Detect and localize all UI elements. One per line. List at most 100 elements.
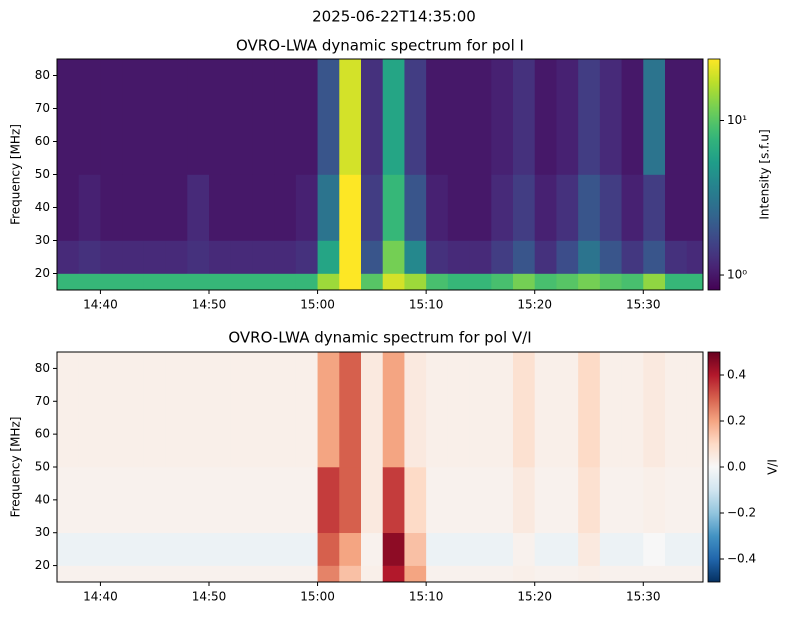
cell xyxy=(295,240,319,274)
cell xyxy=(122,273,145,290)
cell xyxy=(339,174,362,241)
cell xyxy=(165,59,188,175)
heatmap xyxy=(57,59,703,290)
cell xyxy=(122,174,145,241)
cell xyxy=(361,59,384,175)
cell xyxy=(578,273,601,290)
cell xyxy=(78,240,101,274)
y-axis-label: Frequency [MHz] xyxy=(9,124,23,225)
y-tick-label: 40 xyxy=(35,200,50,214)
cell xyxy=(404,565,427,582)
cell xyxy=(187,467,210,534)
cell xyxy=(426,467,449,534)
cell xyxy=(643,532,666,566)
cell xyxy=(143,467,167,534)
cell xyxy=(122,352,145,468)
x-tick-label: 14:40 xyxy=(83,590,118,604)
cell xyxy=(100,467,123,534)
y-tick-label: 20 xyxy=(35,558,50,572)
cell xyxy=(404,352,427,468)
cell xyxy=(469,532,492,566)
cell xyxy=(382,273,405,290)
cell xyxy=(534,273,557,290)
cell xyxy=(187,174,210,241)
cell xyxy=(57,565,80,582)
cell xyxy=(643,174,666,241)
cell xyxy=(143,532,167,566)
cell xyxy=(643,352,666,468)
cell xyxy=(578,240,601,274)
cell xyxy=(143,565,167,582)
y-tick-label: 20 xyxy=(35,266,50,280)
cell xyxy=(165,240,188,274)
cell xyxy=(469,352,492,468)
cell xyxy=(513,240,536,274)
cell xyxy=(57,352,80,468)
cell xyxy=(599,565,623,582)
cell xyxy=(317,174,340,241)
cell xyxy=(426,273,449,290)
cell xyxy=(621,467,644,534)
colorbar-tick-label: −0.4 xyxy=(727,552,756,566)
cell xyxy=(339,467,362,534)
cell xyxy=(447,352,471,468)
cell xyxy=(447,532,471,566)
cell xyxy=(122,532,145,566)
cell xyxy=(686,59,703,175)
cell xyxy=(209,467,232,534)
colorbar-tick-label: 10¹ xyxy=(727,113,747,127)
cell xyxy=(78,273,101,290)
cell xyxy=(426,352,449,468)
cell xyxy=(230,273,253,290)
cell xyxy=(230,467,253,534)
cell xyxy=(187,532,210,566)
cell xyxy=(339,240,362,274)
cell xyxy=(491,352,514,468)
cell xyxy=(339,352,362,468)
cell xyxy=(339,565,362,582)
cell xyxy=(556,273,579,290)
cell xyxy=(447,565,471,582)
cell xyxy=(534,240,557,274)
cell xyxy=(404,532,427,566)
cell xyxy=(599,273,623,290)
colorbar-label: V/I xyxy=(766,459,780,475)
x-tick-label: 14:40 xyxy=(83,298,118,312)
cell xyxy=(469,273,492,290)
cell xyxy=(404,240,427,274)
cell xyxy=(534,59,557,175)
cell xyxy=(209,174,232,241)
cell xyxy=(491,59,514,175)
cell xyxy=(621,273,644,290)
cell xyxy=(556,174,579,241)
cell xyxy=(534,532,557,566)
cell xyxy=(209,59,232,175)
y-tick-label: 60 xyxy=(35,427,50,441)
cell xyxy=(426,59,449,175)
cell xyxy=(382,565,405,582)
cell xyxy=(665,273,688,290)
cell xyxy=(100,174,123,241)
cell xyxy=(165,467,188,534)
y-tick-label: 30 xyxy=(35,525,50,539)
cell xyxy=(404,273,427,290)
cell xyxy=(57,532,80,566)
cell xyxy=(252,565,275,582)
cell xyxy=(187,565,210,582)
cell xyxy=(361,532,384,566)
cell xyxy=(274,240,297,274)
cell xyxy=(469,174,492,241)
cell xyxy=(100,273,123,290)
cell xyxy=(122,59,145,175)
cell xyxy=(426,240,449,274)
cell xyxy=(209,352,232,468)
cell xyxy=(643,565,666,582)
cell xyxy=(209,532,232,566)
cell xyxy=(665,174,688,241)
cell xyxy=(317,532,340,566)
cell xyxy=(78,59,101,175)
cell xyxy=(686,273,703,290)
cell xyxy=(165,532,188,566)
cell xyxy=(599,59,623,175)
